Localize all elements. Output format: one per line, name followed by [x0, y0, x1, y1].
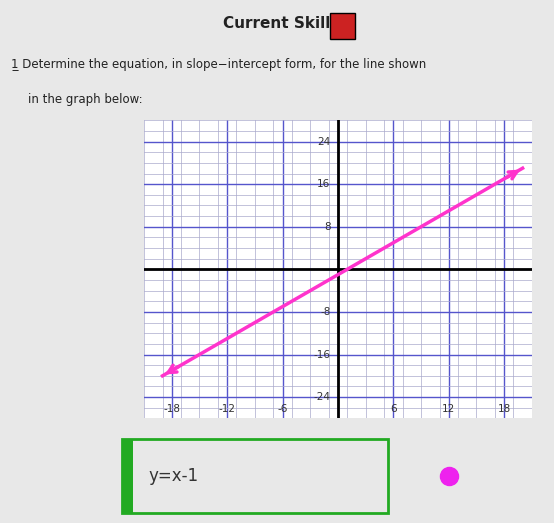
Text: 1̲ Determine the equation, in slope−intercept form, for the line shown: 1̲ Determine the equation, in slope−inte…: [11, 58, 427, 71]
Bar: [122, 439, 132, 513]
Text: 18: 18: [497, 404, 511, 414]
Text: -18: -18: [163, 404, 180, 414]
Text: -8: -8: [320, 307, 331, 317]
Text: 12: 12: [442, 404, 455, 414]
Text: in the graph below:: in the graph below:: [28, 93, 142, 106]
Text: -12: -12: [219, 404, 235, 414]
Text: -16: -16: [314, 349, 331, 359]
Text: 6: 6: [390, 404, 397, 414]
Text: 8: 8: [324, 222, 331, 232]
Text: -24: -24: [314, 392, 331, 402]
Text: Current Skill: Current Skill: [223, 16, 331, 31]
Text: 24: 24: [317, 137, 331, 146]
Text: -6: -6: [278, 404, 288, 414]
Text: 16: 16: [317, 179, 331, 189]
FancyBboxPatch shape: [330, 13, 355, 39]
Text: y=x-1: y=x-1: [148, 467, 198, 485]
